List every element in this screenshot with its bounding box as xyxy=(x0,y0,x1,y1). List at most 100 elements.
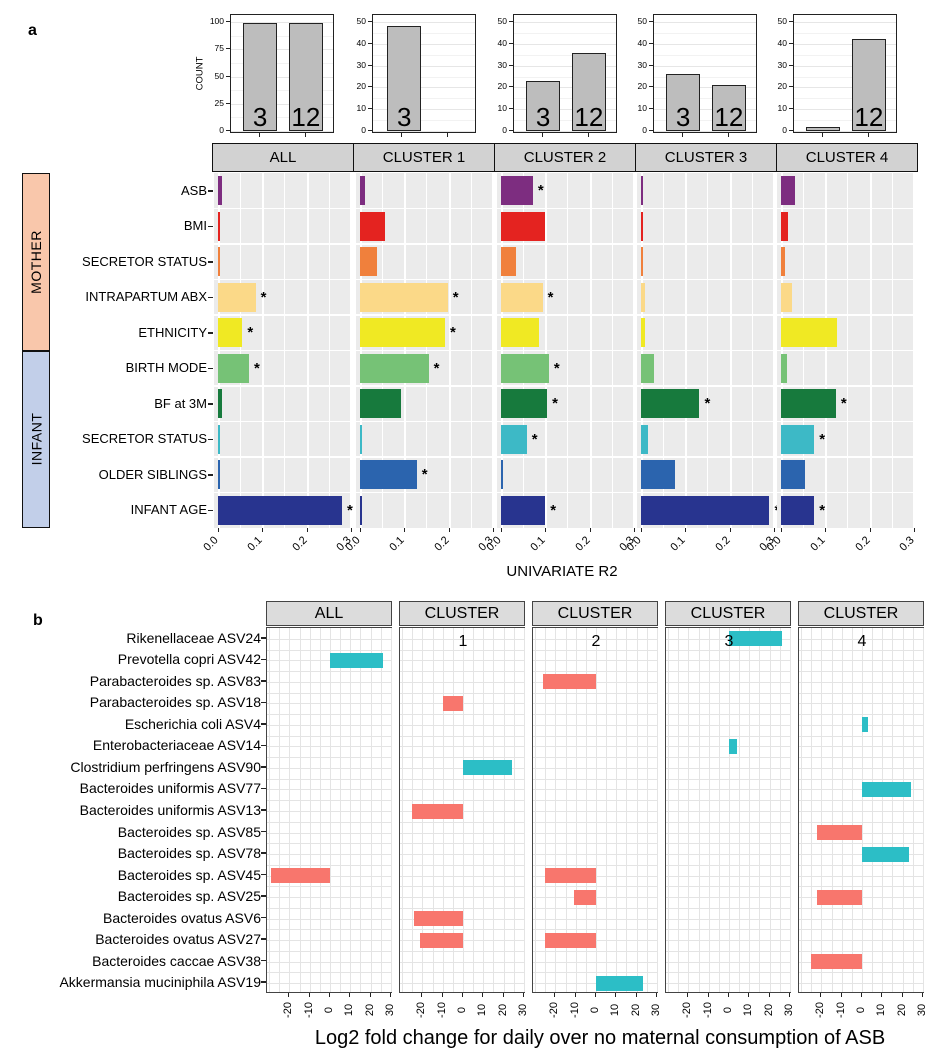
log2fc-xtick-mark xyxy=(901,993,903,997)
log2fc-gridline-v xyxy=(545,628,547,992)
log2fc-gridline-v xyxy=(523,628,525,992)
log2fc-gridline-v xyxy=(811,628,813,992)
log2fc-gridline-h xyxy=(799,811,923,812)
log2fc-gridline-h xyxy=(400,843,524,845)
r2-bar xyxy=(781,211,789,241)
row-label-b: Bacteroides sp. ASV85 xyxy=(117,823,261,840)
count-gridline-minor xyxy=(654,76,756,78)
log2fc-gridline-v xyxy=(749,628,751,992)
log2fc-gridline-v xyxy=(555,628,557,992)
r2-xtick-mark xyxy=(869,528,871,532)
r2-bar xyxy=(218,318,243,348)
log2fc-xtick-mark xyxy=(308,993,310,997)
r2-gridline-h xyxy=(356,385,492,387)
log2fc-gridline-h xyxy=(267,940,391,942)
log2fc-xtick-label: 20 xyxy=(496,1003,509,1017)
count-ytick-mark xyxy=(789,108,793,110)
log2fc-gridline-h xyxy=(533,692,657,694)
count-gridline xyxy=(794,131,896,132)
row-tick-a xyxy=(208,332,213,334)
r2-xtick-mark xyxy=(360,528,361,532)
r2-gridline-h xyxy=(637,243,773,245)
log2fc-gridline-h xyxy=(533,703,657,705)
count-ytick-label: 10 xyxy=(497,103,507,114)
facet-strip-b-all: ALL xyxy=(266,601,392,626)
r2-bar xyxy=(360,282,448,312)
log2fc-gridline-h xyxy=(799,983,923,985)
row-tick-a xyxy=(208,296,213,298)
log2fc-gridline-h xyxy=(400,735,524,737)
log2fc-gridline-h xyxy=(400,681,524,683)
significance-star: * xyxy=(550,501,557,519)
log2fc-gridline-h xyxy=(400,638,524,640)
r2-bar xyxy=(641,247,644,277)
log2fc-gridline-h xyxy=(267,746,391,748)
log2fc-gridline-h xyxy=(533,972,657,974)
count-bar xyxy=(387,26,422,131)
log2fc-xtick-mark xyxy=(881,993,883,997)
count-gridline xyxy=(514,109,616,111)
log2fc-xtick-mark xyxy=(369,993,371,997)
log2fc-gridline-h xyxy=(400,789,524,791)
count-ytick-mark xyxy=(509,108,513,110)
log2fc-gridline-h xyxy=(400,961,524,963)
row-label-b: Enterobacteriaceae ASV14 xyxy=(92,737,261,754)
r2-gridline-h xyxy=(637,491,773,494)
log2fc-gridline-v xyxy=(729,628,730,992)
log2fc-gridline-h xyxy=(799,649,923,651)
r2-xtick-mark xyxy=(306,528,308,532)
log2fc-gridline-v xyxy=(841,628,843,992)
log2fc-gridline-h xyxy=(799,972,923,974)
log2fc-gridline-h xyxy=(666,703,790,705)
count-gridline-minor xyxy=(373,98,475,100)
r2-bar xyxy=(781,176,796,206)
log2fc-gridline-h xyxy=(533,671,657,673)
log2fc-xtick-mark xyxy=(921,993,923,997)
r2-bar xyxy=(360,353,429,383)
facet-number: 1 xyxy=(458,633,468,650)
count-gridline-minor xyxy=(231,62,333,64)
log2fc-gridline-h xyxy=(533,714,657,716)
log2fc-gridline-h xyxy=(799,907,923,909)
count-bar xyxy=(711,85,746,131)
r2-xtick-label: 0.1 xyxy=(245,534,265,554)
log2fc-gridline-h xyxy=(799,929,923,931)
r2-bar xyxy=(218,353,249,383)
log2fc-gridline-v xyxy=(535,628,537,992)
count-gridline xyxy=(794,65,896,67)
log2fc-gridline-h xyxy=(533,918,657,920)
log2fc-xtick-label: 10 xyxy=(343,1003,356,1017)
significance-star: * xyxy=(452,288,459,306)
log2fc-xtick-mark xyxy=(768,993,770,997)
r2-xtick-label: 0.1 xyxy=(528,534,548,554)
count-xtick-mark xyxy=(867,133,869,137)
r2-xtick-mark xyxy=(641,528,642,532)
r2-bar xyxy=(641,424,648,454)
r2-bar xyxy=(218,389,222,419)
log2fc-bar xyxy=(420,932,463,948)
row-label-b: Prevotella copri ASV42 xyxy=(117,651,261,668)
count-ytick-mark xyxy=(509,64,513,66)
significance-star: * xyxy=(247,324,254,342)
log2fc-gridline-h xyxy=(267,778,391,780)
log2fc-gridline-h xyxy=(267,757,391,759)
count-ytick-label: 20 xyxy=(777,81,787,92)
log2fc-gridline-h xyxy=(799,746,923,748)
count-gridline xyxy=(654,43,756,45)
r2-bar xyxy=(501,460,503,490)
log2fc-gridline-v xyxy=(821,628,823,992)
log2fc-gridline-v xyxy=(289,628,291,992)
log2fc-xtick-mark xyxy=(615,993,617,997)
log2fc-xtick-label: 10 xyxy=(742,1003,755,1017)
log2fc-bar xyxy=(545,868,596,884)
group-box-infant: INFANT xyxy=(22,350,50,528)
r2-xtick-mark xyxy=(350,528,352,532)
log2fc-xtick-label: -20 xyxy=(814,1002,827,1018)
log2fc-gridline-v xyxy=(789,628,791,992)
r2-gridline-h xyxy=(214,420,350,423)
count-ytick-mark xyxy=(649,21,653,22)
log2fc-gridline-v xyxy=(350,628,352,992)
log2fc-gridline-h xyxy=(666,660,790,662)
log2fc-gridline-h xyxy=(267,929,391,931)
log2fc-xtick-label: 30 xyxy=(915,1003,928,1017)
